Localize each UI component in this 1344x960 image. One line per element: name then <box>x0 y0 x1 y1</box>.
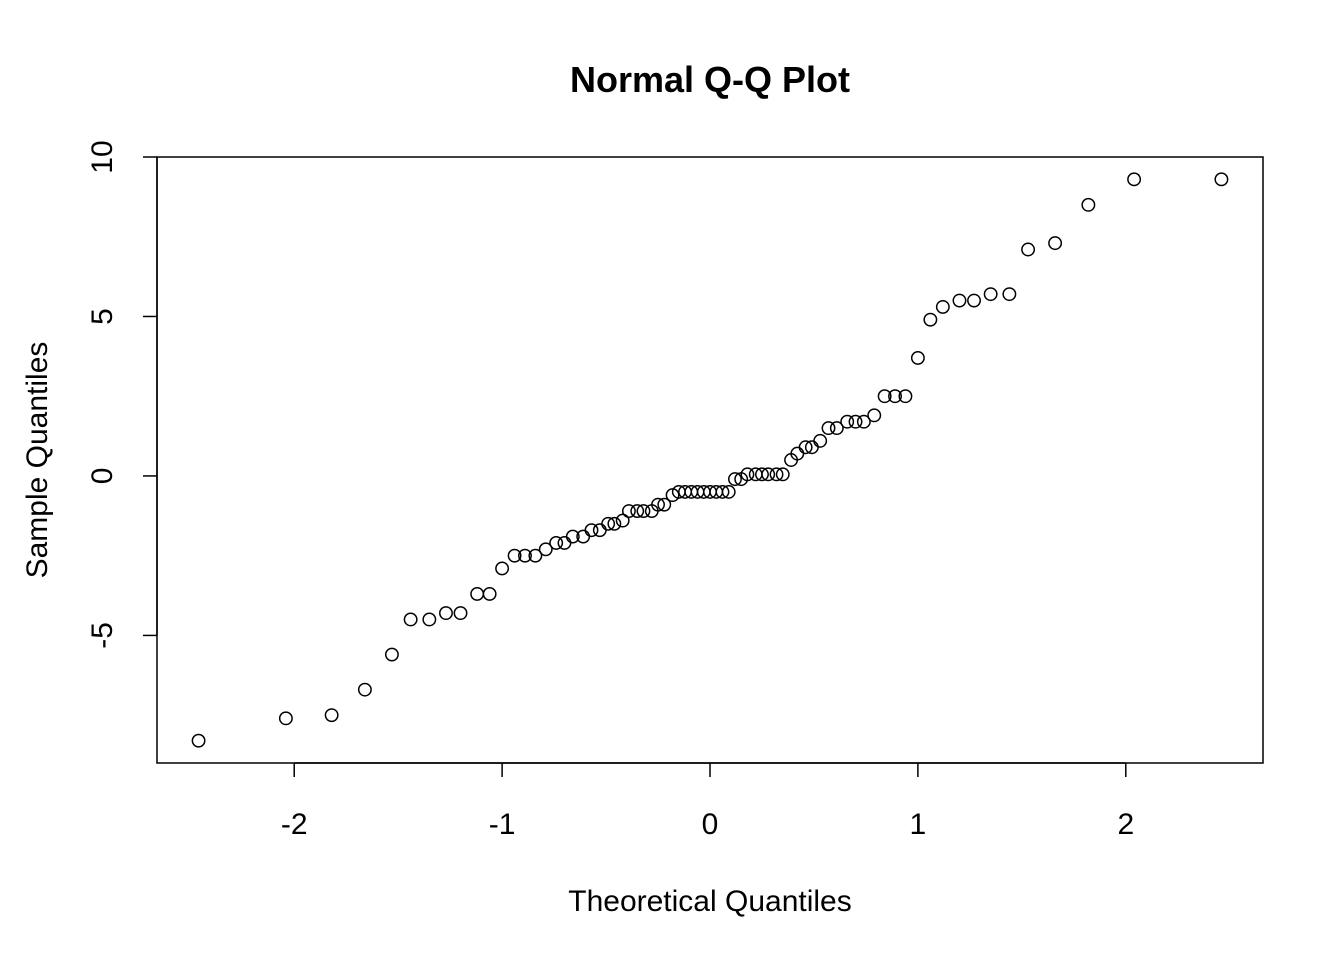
data-point <box>769 467 784 482</box>
y-axis-label: Sample Quantiles <box>21 342 54 579</box>
x-tick-label: -1 <box>489 808 516 841</box>
data-point <box>422 612 437 627</box>
data-point <box>840 414 855 429</box>
data-point <box>453 606 468 621</box>
data-point <box>621 504 636 518</box>
y-tick-label: 5 <box>86 308 119 325</box>
x-tick-label: 1 <box>910 808 927 841</box>
data-point <box>636 504 651 518</box>
data-point <box>557 535 572 550</box>
data-point <box>592 523 607 538</box>
data-point <box>1127 172 1142 187</box>
data-point <box>482 587 497 601</box>
x-tick-label: 2 <box>1117 808 1134 841</box>
data-point <box>923 312 938 327</box>
data-point <box>607 516 622 531</box>
data-point <box>1214 172 1229 187</box>
y-tick-label: -5 <box>86 622 119 649</box>
data-point <box>549 535 564 550</box>
data-point <box>1002 287 1017 302</box>
y-tick-label: 0 <box>86 468 119 485</box>
data-point <box>495 561 510 576</box>
chart-title: Normal Q-Q Plot <box>570 59 850 100</box>
data-point <box>651 497 665 512</box>
data-point <box>848 414 863 429</box>
data-point <box>657 497 672 512</box>
data-points <box>191 172 1229 748</box>
data-point <box>538 542 553 557</box>
x-tick-label: -2 <box>281 808 308 841</box>
data-point <box>470 587 485 601</box>
data-point <box>1021 242 1036 257</box>
data-point <box>584 523 599 538</box>
data-point <box>528 548 543 563</box>
data-point <box>856 414 871 429</box>
data-point <box>898 389 913 404</box>
data-point <box>775 467 790 482</box>
data-point <box>798 440 813 455</box>
data-point <box>384 647 399 662</box>
data-point <box>727 472 742 487</box>
x-axis: -2 -1 0 1 2 <box>281 762 1134 841</box>
data-point <box>630 504 645 518</box>
data-point <box>565 529 580 544</box>
data-point <box>439 606 453 621</box>
data-point <box>983 287 998 302</box>
data-point <box>191 733 206 748</box>
data-point <box>324 708 339 723</box>
data-point <box>518 548 532 563</box>
x-tick-label: 0 <box>702 808 719 841</box>
data-point <box>507 548 522 563</box>
data-point <box>601 516 616 531</box>
data-point <box>821 421 836 436</box>
data-point <box>357 682 372 697</box>
data-point <box>967 293 981 308</box>
data-point <box>867 408 882 423</box>
data-point <box>403 612 418 627</box>
y-axis: -5 0 5 10 <box>86 140 158 649</box>
data-point <box>952 293 967 308</box>
data-point <box>935 299 950 314</box>
y-tick-label: 10 <box>86 140 119 173</box>
data-point <box>877 389 892 404</box>
data-point <box>1048 236 1063 251</box>
data-point <box>829 421 844 436</box>
data-point <box>1081 197 1096 212</box>
data-point <box>278 711 293 726</box>
data-point <box>755 467 769 482</box>
plot-frame <box>156 156 1264 764</box>
data-point <box>761 467 776 482</box>
data-point <box>715 484 730 499</box>
data-point <box>615 513 630 528</box>
data-point <box>813 433 828 448</box>
data-point <box>910 350 925 365</box>
data-point <box>888 389 902 404</box>
data-point <box>721 484 736 499</box>
data-point <box>740 467 755 482</box>
x-axis-label: Theoretical Quantiles <box>568 885 851 918</box>
